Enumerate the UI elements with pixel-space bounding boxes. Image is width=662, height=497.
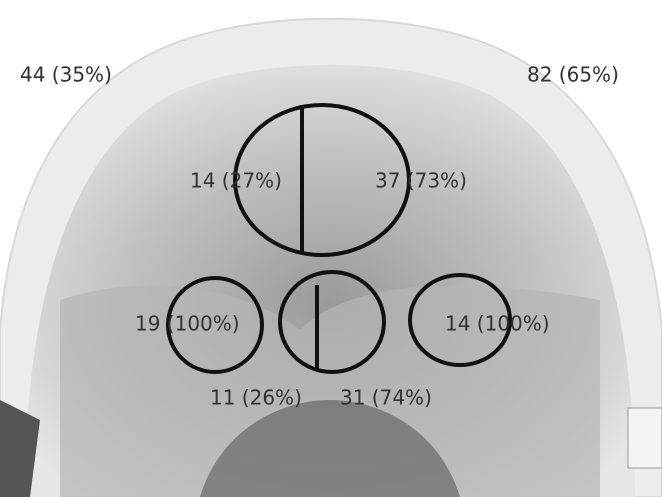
central-circle: [278, 270, 386, 374]
label: 14 (27%): [190, 169, 282, 193]
middle-fossa: [60, 285, 600, 497]
corner-mark: [627, 407, 662, 469]
label: 19 (100%): [135, 312, 240, 336]
posterior-fossa: [200, 400, 460, 497]
dark-edge-left: [0, 400, 40, 497]
label: 14 (100%): [445, 312, 550, 336]
label: 82 (65%): [527, 63, 619, 87]
right-circle: [408, 273, 512, 367]
left-circle: [166, 276, 264, 374]
anterior-ellipse: [233, 103, 411, 257]
label: 11 (26%): [210, 386, 302, 410]
label: 44 (35%): [20, 63, 112, 87]
label: 31 (74%): [340, 386, 432, 410]
label: 37 (73%): [375, 169, 467, 193]
